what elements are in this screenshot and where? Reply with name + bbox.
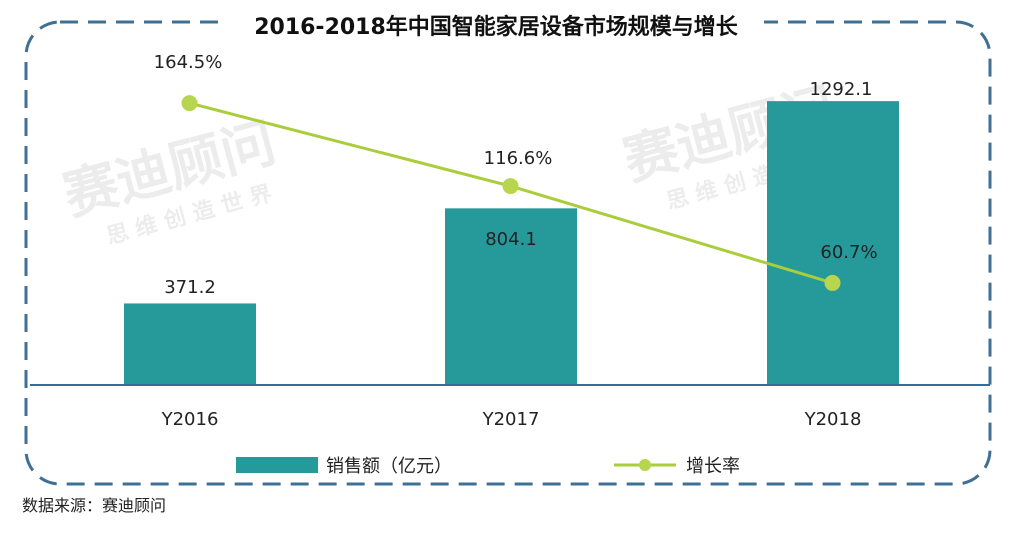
watermark-left: 赛迪顾问 思 维 创 造 世 界 [57, 110, 282, 250]
category-axis: Y2016 Y2017 Y2018 [161, 409, 862, 430]
bar-Y2018 [767, 101, 899, 385]
legend-bar-label: 销售额（亿元） [326, 456, 452, 477]
growth-value-label: 60.7% [820, 242, 877, 263]
bar-Y2016 [124, 303, 256, 385]
legend-bar-swatch [236, 457, 318, 473]
legend: 销售额（亿元） 增长率 [236, 456, 740, 477]
growth-point-Y2018 [824, 274, 841, 291]
bar-series [124, 101, 899, 385]
bar-value-label: 1292.1 [810, 79, 873, 100]
title-backdrop [228, 12, 764, 38]
category-label: Y2017 [482, 409, 540, 430]
bar-value-label: 804.1 [485, 229, 537, 250]
data-source-note: 数据来源：赛迪顾问 [22, 496, 167, 515]
growth-value-label: 164.5% [154, 52, 223, 73]
data-labels: 371.2 804.1 1292.1 164.5% 116.6% 60.7% [154, 52, 878, 298]
growth-line-series [181, 95, 841, 291]
category-label: Y2018 [804, 409, 862, 430]
legend-line-marker [639, 459, 651, 471]
growth-value-label: 116.6% [484, 148, 553, 169]
growth-point-Y2016 [181, 95, 198, 112]
legend-line-label: 增长率 [686, 456, 740, 477]
chart-title: 2016-2018年中国智能家居设备市场规模与增长 [254, 14, 739, 40]
growth-point-Y2017 [502, 178, 519, 195]
bar-value-label: 371.2 [164, 277, 216, 298]
category-label: Y2016 [161, 409, 219, 430]
bar-Y2017 [445, 208, 577, 385]
